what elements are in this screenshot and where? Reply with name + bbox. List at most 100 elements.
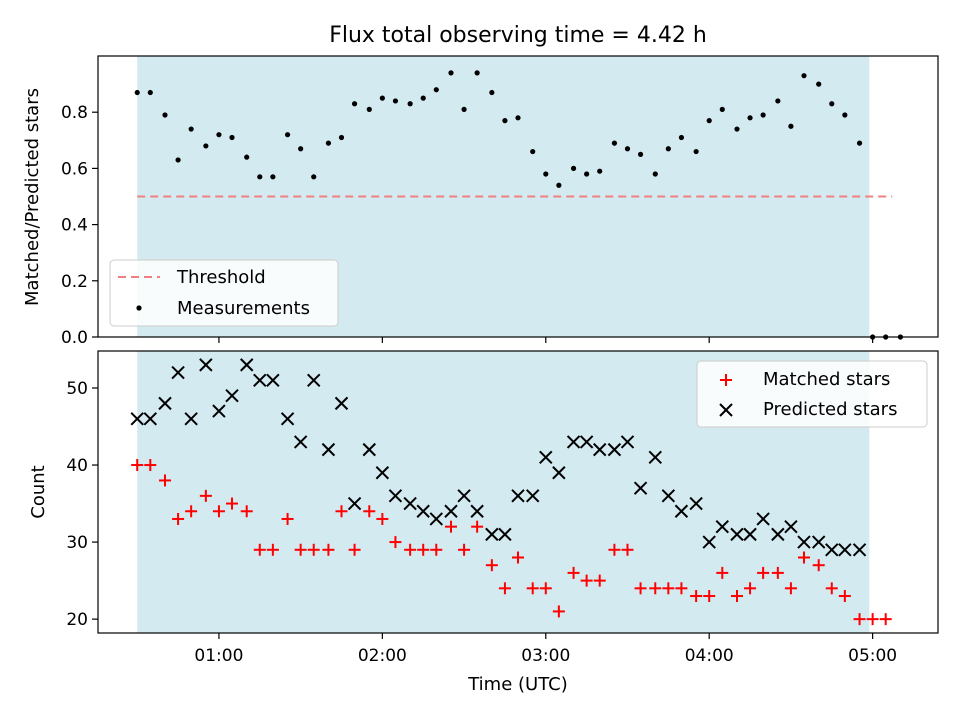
predicted-star-point — [253, 373, 267, 387]
matched-star-point — [266, 543, 279, 556]
matched-star-point — [348, 543, 361, 556]
predicted-star-point — [240, 358, 254, 372]
measurement-point — [448, 70, 454, 76]
matched-star-point — [526, 582, 539, 595]
matched-star-point — [159, 474, 172, 487]
predicted-star-point — [715, 519, 729, 534]
predicted-star-point — [293, 435, 308, 449]
matched-star-point — [812, 559, 825, 572]
measurement-point — [543, 171, 549, 177]
y-tick-label: 0.8 — [61, 103, 88, 123]
matched-star-point — [417, 543, 430, 556]
predicted-star-point — [184, 412, 198, 426]
measurement-point — [515, 115, 521, 121]
measurement-point — [188, 126, 194, 132]
measurement-point — [775, 98, 781, 104]
matched-star-point — [621, 543, 634, 556]
predicted-star-point — [457, 489, 471, 503]
matched-star-point — [294, 543, 307, 556]
predicted-star-point — [797, 535, 811, 549]
legend-threshold-label: Threshold — [176, 267, 266, 288]
predicted-star-point — [307, 373, 321, 387]
measurement-point — [556, 182, 562, 188]
chart-title: Flux total observing time = 4.42 h — [329, 23, 707, 48]
legend-measurements-label: Measurements — [177, 298, 310, 319]
measurement-point — [366, 106, 372, 112]
measurement-point — [637, 151, 644, 157]
measurement-point — [760, 112, 766, 118]
measurement-point — [311, 174, 317, 180]
y-tick-label: 0.4 — [61, 216, 88, 236]
matched-star-point — [512, 551, 524, 564]
predicted-star-point — [388, 489, 403, 503]
matched-star-point — [131, 459, 144, 472]
predicted-star-point — [485, 527, 499, 542]
legend-matched-swatch — [720, 374, 732, 386]
predicted-star-point — [607, 442, 622, 457]
measurement-point — [611, 140, 618, 146]
matched-star-point — [662, 582, 675, 595]
predicted-star-point — [838, 543, 852, 557]
predicted-star-point — [593, 442, 607, 457]
measurement-point — [734, 126, 740, 132]
matched-star-point — [172, 512, 185, 525]
predicted-star-point — [444, 504, 458, 518]
y-tick-label: 0.0 — [61, 328, 88, 348]
predicted-star-point — [171, 365, 185, 380]
predicted-star-point — [498, 527, 512, 542]
predicted-star-point — [212, 404, 226, 418]
predicted-star-point — [756, 512, 770, 526]
measurement-point — [244, 154, 250, 160]
predicted-star-point — [334, 396, 349, 411]
predicted-star-point — [321, 442, 336, 457]
matched-star-point — [552, 605, 565, 618]
predicted-star-point — [539, 450, 553, 465]
measurement-point — [175, 157, 181, 163]
matched-star-point — [199, 489, 212, 502]
matched-star-point — [838, 590, 851, 603]
y-tick-label: 0.6 — [61, 159, 88, 179]
ratio-y-axis-label: Matched/Predicted stars — [22, 88, 43, 306]
matched-star-point — [690, 590, 703, 603]
predicted-star-point — [552, 466, 566, 480]
y-tick-label: 40 — [66, 456, 88, 476]
ratio-legend: Threshold Measurements — [109, 259, 339, 327]
measurement-point — [570, 165, 577, 171]
measurement-point — [216, 132, 222, 138]
x-tick-label: 05:00 — [848, 646, 897, 666]
measurement-point — [489, 89, 495, 96]
x-tick-label: 01:00 — [194, 646, 243, 666]
matched-star-point — [335, 505, 348, 518]
measurement-point — [229, 134, 235, 141]
measurement-point — [624, 146, 631, 152]
matched-star-point — [567, 566, 580, 579]
measurement-point — [584, 171, 590, 177]
matched-star-point — [580, 574, 593, 587]
matched-star-point — [649, 582, 662, 595]
predicted-star-point — [633, 481, 648, 495]
matched-star-point — [853, 613, 866, 626]
predicted-star-point — [416, 504, 430, 518]
measurement-point — [325, 140, 332, 146]
x-axis-label: Time (UTC) — [467, 674, 568, 695]
predicted-star-point — [743, 527, 757, 542]
matched-star-point — [430, 543, 443, 556]
measurement-point — [816, 81, 822, 87]
measurement-point — [719, 106, 725, 112]
count-legend: Matched stars Predicted stars — [696, 360, 928, 428]
predicted-star-point — [648, 450, 662, 465]
measurement-point — [461, 106, 467, 112]
measurement-point — [270, 174, 276, 180]
matched-star-point — [879, 613, 892, 626]
matched-star-point — [730, 590, 743, 603]
measurement-point — [693, 148, 699, 155]
measurement-point — [433, 87, 439, 93]
predicted-star-point — [225, 388, 239, 403]
measurement-point — [665, 146, 671, 152]
measurement-point — [747, 115, 753, 121]
legend-predicted-swatch — [719, 403, 733, 417]
predicted-star-point — [784, 519, 798, 534]
legend-matched-label: Matched stars — [763, 369, 890, 390]
matched-star-point — [498, 582, 511, 595]
